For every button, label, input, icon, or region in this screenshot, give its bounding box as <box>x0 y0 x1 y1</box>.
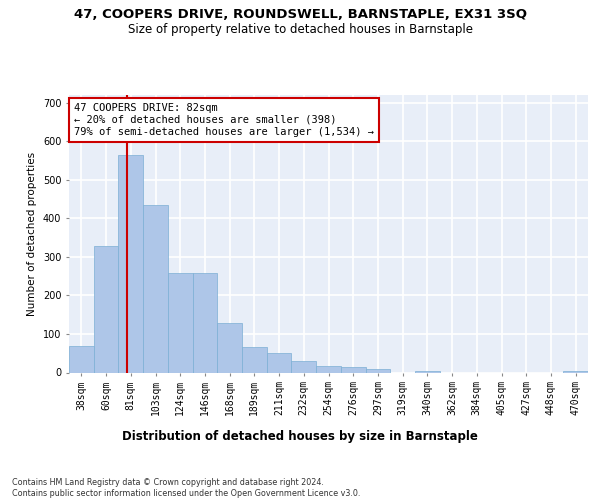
Bar <box>217 323 242 372</box>
Text: Distribution of detached houses by size in Barnstaple: Distribution of detached houses by size … <box>122 430 478 443</box>
Bar <box>341 366 365 372</box>
Bar <box>242 348 267 372</box>
Bar <box>316 366 341 372</box>
Bar <box>193 273 217 372</box>
Bar <box>143 205 168 372</box>
Bar <box>292 361 316 372</box>
Text: Contains HM Land Registry data © Crown copyright and database right 2024.
Contai: Contains HM Land Registry data © Crown c… <box>12 478 361 498</box>
Bar <box>94 246 118 372</box>
Text: 47, COOPERS DRIVE, ROUNDSWELL, BARNSTAPLE, EX31 3SQ: 47, COOPERS DRIVE, ROUNDSWELL, BARNSTAPL… <box>74 8 527 20</box>
Bar <box>267 353 292 372</box>
Bar <box>118 154 143 372</box>
Bar <box>563 371 588 372</box>
Text: Size of property relative to detached houses in Barnstaple: Size of property relative to detached ho… <box>128 22 473 36</box>
Y-axis label: Number of detached properties: Number of detached properties <box>28 152 37 316</box>
Bar <box>168 273 193 372</box>
Text: 47 COOPERS DRIVE: 82sqm
← 20% of detached houses are smaller (398)
79% of semi-d: 47 COOPERS DRIVE: 82sqm ← 20% of detache… <box>74 104 374 136</box>
Bar <box>415 370 440 372</box>
Bar <box>69 346 94 372</box>
Bar <box>365 368 390 372</box>
